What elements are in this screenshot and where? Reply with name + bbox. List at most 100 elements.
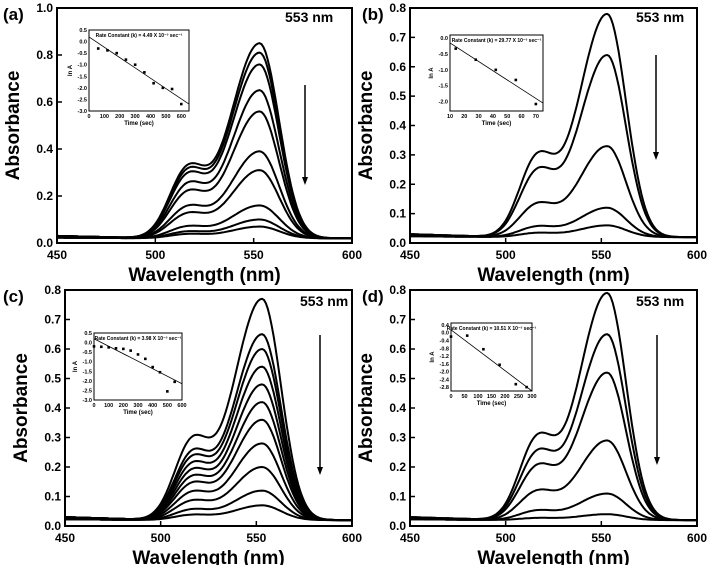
inset-y-tick-label: -1.5 <box>439 84 448 90</box>
inset-x-tick-label: 30 <box>476 114 482 120</box>
inset-y-label: ln A <box>430 351 436 363</box>
y-tick-label: 0.0 <box>389 519 406 533</box>
y-tick-label: 0.7 <box>44 313 61 327</box>
inset-y-tick-label: -3.0 <box>78 109 87 115</box>
inset-y-tick-label: -3.0 <box>83 398 92 404</box>
inset-data-point <box>122 347 125 351</box>
y-tick-label: 0.7 <box>389 30 406 44</box>
plot-frame <box>56 7 353 244</box>
y-axis-label: Absorbance <box>3 71 24 181</box>
spectrum-line-9 <box>57 225 352 240</box>
inset-y-label: ln A <box>68 64 74 76</box>
x-tick-label: 600 <box>342 248 362 262</box>
inset-y-tick-label: -1.0 <box>439 68 448 74</box>
inset-y-tick-label: 0.5 <box>84 331 92 337</box>
panel-label: (b) <box>362 5 384 24</box>
y-tick-label: 0.0 <box>36 236 53 250</box>
inset-y-tick-label: 0.0 <box>84 341 92 347</box>
inset-y-tick-label: -2.4 <box>440 377 450 383</box>
panel-label: (c) <box>3 287 24 306</box>
inset-data-point <box>115 51 118 55</box>
inset-x-tick-label: 400 <box>148 403 157 409</box>
inset-x-tick-label: 300 <box>527 394 536 400</box>
inset-frame <box>450 322 533 392</box>
inset-y-tick-label: 0.0 <box>441 331 449 337</box>
inset-x-tick-label: 200 <box>500 394 509 400</box>
inset-x-tick-label: 600 <box>177 403 186 409</box>
y-tick-label: 0.1 <box>44 490 61 504</box>
inset-y-tick-label: -0.5 <box>78 51 87 57</box>
inset-data-point <box>180 102 183 106</box>
x-tick-label: 450 <box>55 531 75 545</box>
x-tick-label: 550 <box>591 531 611 545</box>
x-axis-label: Wavelength (nm) <box>477 548 629 565</box>
inset-x-tick-label: 60 <box>518 114 524 120</box>
y-tick-label: 0.2 <box>44 460 61 474</box>
spectrum-line-4 <box>410 224 697 239</box>
inset-data-point <box>514 382 518 386</box>
inset-y-tick-label: 0.0 <box>440 36 448 42</box>
arrow-head-icon <box>653 152 659 160</box>
inset-x-label: Time (sec) <box>477 401 507 407</box>
inset-x-label: Time (sec) <box>124 121 154 127</box>
inset-x-tick-label: 500 <box>161 114 170 120</box>
spectrum-line-5 <box>410 513 697 522</box>
inset-x-tick-label: 400 <box>146 114 155 120</box>
inset-y-tick-label: -2.0 <box>440 370 449 376</box>
spectrum-line-10 <box>65 504 352 522</box>
inset-data-point <box>525 385 528 389</box>
inset-data-point <box>166 390 169 393</box>
x-tick-label: 600 <box>342 531 362 545</box>
panel-d: (d)450 500 550 6000.00.10.20.30.40.50.60.70… <box>356 283 707 565</box>
inset-data-point <box>454 47 458 50</box>
wavelength-annotation: 553 nm <box>636 9 684 25</box>
y-tick-label: 0.3 <box>389 148 406 162</box>
inset-plot: 10 20 30 40 50 60 70 0.0 -0.5 -1.0 -1.5 -2.0 Time (s… <box>429 34 544 127</box>
inset-x-tick-label: 50 <box>504 114 510 120</box>
x-tick-label: 600 <box>687 531 707 545</box>
inset-x-tick-label: 10 <box>447 114 453 120</box>
inset-y-tick-label: -2.0 <box>439 100 448 106</box>
x-tick-label: 500 <box>496 248 516 262</box>
inset-data-point <box>494 68 498 72</box>
y-tick-label: 0.4 <box>389 401 406 415</box>
y-tick-label: 0.2 <box>389 177 406 191</box>
inset-data-point <box>143 71 146 74</box>
plot-frame <box>409 289 698 527</box>
inset-x-tick-label: 600 <box>177 114 186 120</box>
inset-data-point <box>152 81 155 85</box>
inset-x-tick-label: 0 <box>449 394 452 400</box>
inset-y-tick-label: -0.8 <box>440 346 449 352</box>
y-tick-label: 0.1 <box>389 207 406 221</box>
y-tick-label: 0.4 <box>44 401 61 415</box>
inset-data-point <box>136 353 140 356</box>
x-axis-label: Wavelength (nm) <box>128 265 280 286</box>
inset-y-tick-label: 0.0 <box>79 40 87 46</box>
inset-data-point <box>158 370 162 374</box>
inset-plot: 0 50 100 150 200 250 300 0.4 0.0-0.4 -0.8 -1.2 -1.6… <box>430 322 537 407</box>
inset-data-point <box>100 345 103 349</box>
inset-data-point <box>106 49 109 52</box>
y-tick-label: 0.2 <box>36 189 53 203</box>
y-tick-label: 0.6 <box>389 342 406 356</box>
inset-data-point <box>173 380 176 384</box>
inset-data-point <box>151 365 154 369</box>
y-tick-label: 0.1 <box>389 490 406 504</box>
y-tick-label: 0.5 <box>389 372 406 386</box>
inset-data-point <box>498 363 501 367</box>
inset-x-tick-label: 20 <box>461 114 467 120</box>
panel-label: (a) <box>3 5 24 24</box>
y-axis-label: Absorbance <box>11 353 32 463</box>
inset-y-tick-label: -1.0 <box>83 360 92 366</box>
inset-data-point <box>534 102 538 106</box>
y-tick-label: 0.6 <box>36 95 53 109</box>
y-tick-label: 0.6 <box>44 342 61 356</box>
inset-data-point <box>514 78 518 82</box>
inset-x-tick-label: 300 <box>133 403 142 409</box>
inset-y-tick-label: -0.5 <box>83 350 92 356</box>
inset-x-tick-label: 150 <box>487 394 496 400</box>
plot-frame <box>409 7 698 244</box>
inset-title: Rate Constant (k) = 4.49 X 10⁻³ sec⁻¹ <box>96 33 183 39</box>
inset-data-point <box>129 349 132 352</box>
